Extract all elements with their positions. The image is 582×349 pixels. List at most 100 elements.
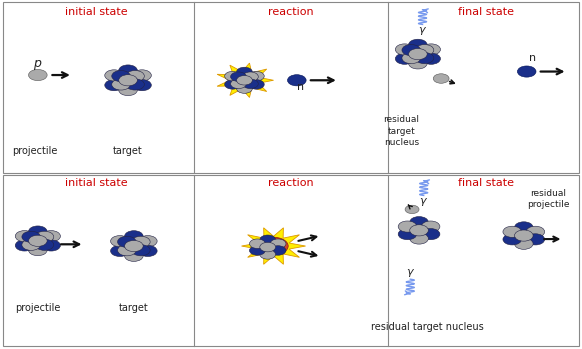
Circle shape — [230, 79, 246, 89]
Circle shape — [421, 221, 440, 232]
Circle shape — [29, 245, 47, 256]
Circle shape — [35, 231, 54, 243]
Circle shape — [29, 226, 47, 237]
Circle shape — [15, 240, 34, 251]
Bar — [3, 174, 579, 346]
Circle shape — [526, 234, 545, 245]
Circle shape — [139, 236, 157, 247]
Text: target: target — [113, 146, 143, 156]
Circle shape — [236, 84, 253, 93]
Circle shape — [395, 44, 414, 55]
Circle shape — [230, 72, 246, 81]
Circle shape — [125, 250, 143, 261]
Circle shape — [514, 238, 533, 249]
Circle shape — [29, 69, 47, 81]
Circle shape — [118, 245, 136, 256]
Text: $\gamma$: $\gamma$ — [419, 196, 428, 208]
Polygon shape — [242, 228, 306, 264]
Circle shape — [288, 75, 306, 86]
Circle shape — [139, 245, 157, 257]
Circle shape — [22, 231, 41, 243]
Circle shape — [249, 72, 264, 81]
Circle shape — [126, 70, 144, 82]
Circle shape — [125, 240, 143, 252]
Text: target: target — [119, 303, 149, 313]
Bar — [3, 2, 579, 173]
Circle shape — [236, 67, 253, 77]
Text: projectile: projectile — [15, 303, 61, 313]
Circle shape — [422, 44, 441, 55]
Circle shape — [112, 70, 130, 82]
Circle shape — [260, 250, 276, 259]
Circle shape — [243, 72, 258, 81]
Circle shape — [405, 205, 419, 214]
Text: projectile: projectile — [12, 146, 58, 156]
Text: n: n — [297, 82, 304, 92]
Circle shape — [410, 217, 428, 228]
Circle shape — [421, 229, 440, 240]
Circle shape — [270, 239, 286, 248]
Circle shape — [250, 239, 265, 248]
Text: n: n — [529, 53, 536, 63]
Circle shape — [29, 235, 47, 246]
Circle shape — [402, 45, 421, 56]
Circle shape — [250, 246, 265, 255]
Circle shape — [409, 49, 427, 60]
Circle shape — [231, 72, 258, 88]
Circle shape — [249, 80, 264, 89]
Circle shape — [15, 231, 34, 242]
Circle shape — [433, 74, 449, 83]
Circle shape — [119, 75, 137, 86]
Circle shape — [125, 240, 143, 252]
Circle shape — [409, 49, 427, 60]
Circle shape — [105, 70, 123, 81]
Circle shape — [22, 239, 41, 250]
Circle shape — [270, 246, 286, 255]
Circle shape — [410, 233, 428, 244]
Circle shape — [422, 53, 441, 64]
Circle shape — [259, 237, 288, 255]
Circle shape — [395, 53, 414, 64]
Circle shape — [415, 45, 434, 56]
Circle shape — [260, 242, 276, 252]
Circle shape — [105, 80, 123, 91]
Text: reaction: reaction — [268, 178, 314, 188]
Circle shape — [132, 236, 150, 247]
Text: $\gamma$: $\gamma$ — [406, 267, 415, 279]
Circle shape — [514, 230, 533, 241]
Circle shape — [409, 39, 427, 50]
Circle shape — [243, 79, 258, 89]
Circle shape — [410, 225, 428, 236]
Circle shape — [132, 245, 150, 256]
Circle shape — [119, 65, 137, 76]
Circle shape — [236, 75, 253, 85]
Circle shape — [517, 66, 536, 77]
Circle shape — [503, 234, 521, 245]
Circle shape — [42, 231, 61, 242]
Circle shape — [402, 52, 421, 64]
Text: residual
projectile: residual projectile — [527, 189, 570, 209]
Circle shape — [29, 235, 47, 246]
Circle shape — [503, 226, 521, 237]
Circle shape — [118, 236, 136, 247]
Text: initial state: initial state — [65, 178, 127, 188]
Circle shape — [133, 80, 151, 91]
Text: initial state: initial state — [65, 7, 127, 17]
Circle shape — [225, 72, 240, 81]
Circle shape — [133, 70, 151, 81]
Circle shape — [112, 79, 130, 90]
Circle shape — [119, 84, 137, 96]
Circle shape — [514, 222, 533, 233]
Circle shape — [409, 58, 427, 69]
Circle shape — [398, 229, 417, 240]
Text: p: p — [33, 57, 41, 70]
Text: reaction: reaction — [268, 7, 314, 17]
Circle shape — [236, 75, 253, 85]
Text: final state: final state — [458, 7, 514, 17]
Circle shape — [398, 221, 417, 232]
Text: $\gamma$: $\gamma$ — [418, 25, 427, 37]
Circle shape — [111, 245, 129, 257]
Circle shape — [260, 235, 276, 245]
Circle shape — [526, 226, 545, 237]
Circle shape — [42, 240, 61, 251]
